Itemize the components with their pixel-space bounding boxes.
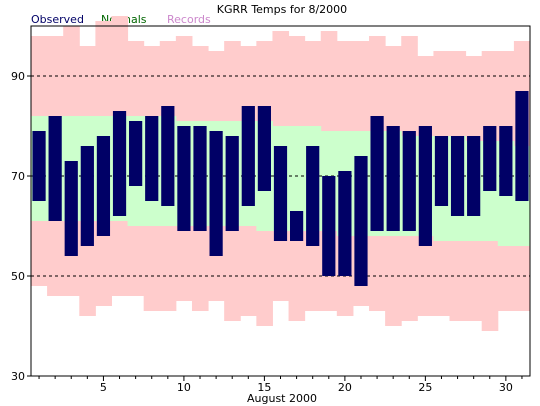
y-tick-label-30: 30 (11, 370, 25, 383)
observed-bar-day-11 (193, 126, 207, 231)
observed-bar-day-10 (177, 126, 191, 231)
observed-bar-day-3 (64, 161, 78, 256)
legend-observed: Observed (31, 13, 84, 26)
observed-bar-day-2 (48, 116, 62, 221)
normal-band-day-17 (288, 126, 306, 231)
observed-bar-day-20 (338, 171, 352, 276)
observed-bar-day-25 (418, 126, 432, 246)
observed-bar-day-15 (257, 106, 272, 191)
observed-bar-day-28 (467, 136, 481, 216)
observed-bar-day-14 (241, 106, 255, 206)
observed-bar-day-22 (370, 116, 384, 231)
x-tick-label-25: 25 (418, 381, 432, 394)
observed-bar-day-17 (289, 211, 304, 241)
x-tick-label-5: 5 (100, 381, 107, 394)
observed-bar-day-6 (112, 111, 127, 216)
observed-bar-day-13 (225, 136, 239, 231)
observed-bar-day-18 (306, 146, 320, 246)
observed-bar-day-24 (402, 131, 416, 231)
x-tick-label-10: 10 (177, 381, 191, 394)
observed-bar-day-31 (515, 91, 529, 201)
observed-bar-day-16 (273, 146, 288, 241)
observed-bar-day-8 (145, 116, 159, 201)
observed-bar-day-23 (386, 126, 400, 231)
x-tick-label-15: 15 (257, 381, 271, 394)
x-tick-label-30: 30 (499, 381, 513, 394)
chart-title: KGRR Temps for 8/2000 (217, 3, 347, 16)
legend-records: Records (167, 13, 211, 26)
observed-bar-day-5 (96, 136, 111, 236)
observed-bar-day-9 (161, 106, 175, 206)
observed-bar-day-21 (354, 156, 368, 286)
observed-bar-day-27 (450, 136, 465, 216)
observed-bar-day-12 (209, 131, 223, 256)
x-tick-label-20: 20 (338, 381, 352, 394)
y-tick-label-90: 90 (11, 70, 25, 83)
axes: 30 50 70 90 5 10 15 20 25 30 (11, 70, 523, 394)
y-tick-label-50: 50 (11, 270, 25, 283)
observed-bar-day-4 (80, 146, 94, 246)
y-tick-label-70: 70 (11, 170, 25, 183)
observed-bar-day-26 (434, 136, 449, 206)
observed-bar-day-1 (32, 131, 46, 201)
observed-bar-day-29 (483, 126, 497, 191)
observed-bar-day-7 (129, 121, 143, 186)
observed-bar-day-30 (499, 126, 513, 196)
observed-bar-day-19 (322, 176, 336, 276)
x-axis-label: August 2000 (247, 392, 317, 405)
plot-area (31, 16, 531, 331)
